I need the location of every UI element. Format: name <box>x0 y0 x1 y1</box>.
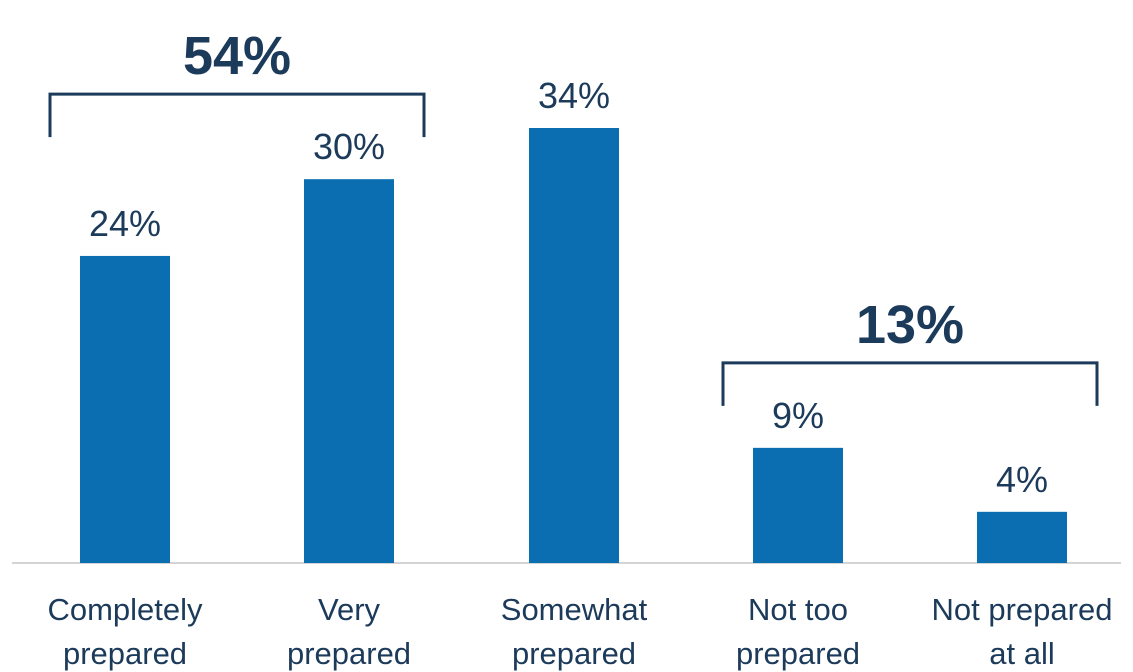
bar <box>529 128 619 563</box>
group-annotations: 54% 13% <box>48 26 1099 406</box>
value-label: 24% <box>89 203 161 244</box>
value-label: 30% <box>313 126 385 167</box>
category-label: Completely prepared <box>47 592 203 671</box>
bars-group <box>80 128 1067 564</box>
group-bracket <box>721 361 1099 406</box>
value-label: 9% <box>772 395 824 436</box>
value-label: 4% <box>996 459 1048 500</box>
group-bracket <box>48 92 426 138</box>
group-total-label: 13% <box>856 295 964 355</box>
value-labels-group: 24% 30% 34% 9% 4% <box>89 75 1048 500</box>
category-label: Not prepared at all <box>932 592 1113 671</box>
bar <box>977 511 1067 563</box>
value-label: 34% <box>538 75 610 116</box>
bar <box>80 255 170 564</box>
bar <box>304 179 394 564</box>
group-total-label: 54% <box>183 26 291 86</box>
category-label: Very prepared <box>287 592 411 671</box>
category-label: Somewhat prepared <box>501 592 648 671</box>
category-label: Not too prepared <box>736 592 860 671</box>
category-labels-group: Completely prepared Very prepared Somewhat pr… <box>47 592 1112 671</box>
bar <box>753 447 843 563</box>
